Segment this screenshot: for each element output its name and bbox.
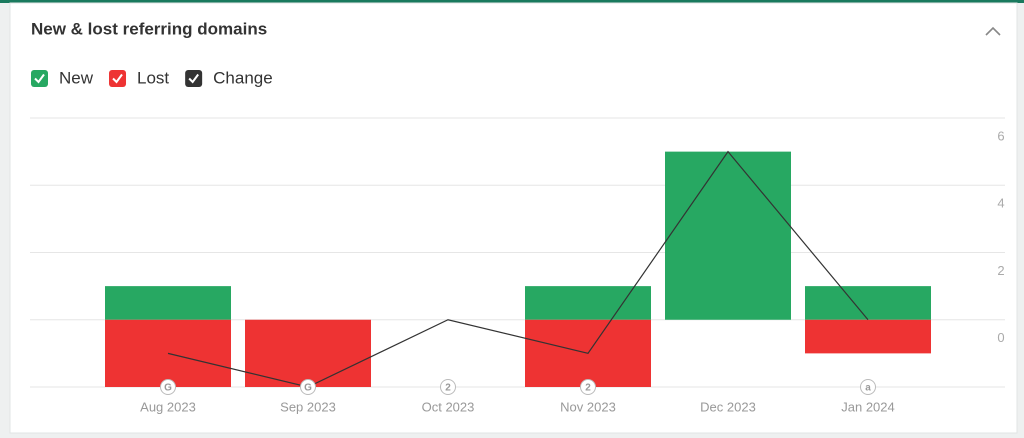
marker-label: G xyxy=(164,383,172,394)
event-marker[interactable]: 2 xyxy=(440,379,456,395)
chart-title: New & lost referring domains xyxy=(31,19,267,38)
check-icon xyxy=(188,73,199,84)
event-marker[interactable]: G xyxy=(300,379,316,395)
event-marker[interactable]: 2 xyxy=(580,379,596,395)
legend: New Lost Change xyxy=(31,68,273,87)
marker-circle xyxy=(160,379,176,395)
event-marker[interactable]: a xyxy=(860,379,876,395)
marker-label: 2 xyxy=(445,383,451,394)
collapse-button[interactable] xyxy=(985,26,1001,36)
x-tick-label: Oct 2023 xyxy=(422,399,475,414)
legend-checkbox xyxy=(109,70,127,87)
check-icon xyxy=(112,73,123,84)
check-icon xyxy=(34,73,45,84)
bar xyxy=(105,286,231,320)
x-tick-label: Aug 2023 xyxy=(140,399,196,414)
legend-item[interactable]: Change xyxy=(185,68,273,87)
x-tick-label: Nov 2023 xyxy=(560,399,616,414)
legend-label: Change xyxy=(213,68,273,87)
marker-circle xyxy=(440,379,456,395)
y-tick-label: 4 xyxy=(997,196,1004,211)
marker-circle xyxy=(860,379,876,395)
legend-label: New xyxy=(59,68,94,87)
x-tick-label: Dec 2023 xyxy=(700,399,756,414)
bar xyxy=(525,286,651,320)
x-tick-label: Jan 2024 xyxy=(841,399,895,414)
bar xyxy=(665,151,791,320)
y-tick-label: 2 xyxy=(997,263,1004,278)
bar xyxy=(805,319,931,354)
marker-label: G xyxy=(304,383,312,394)
marker-circle xyxy=(300,379,316,395)
legend-checkbox xyxy=(185,70,203,87)
marker-circle xyxy=(580,379,596,395)
legend-item[interactable]: Lost xyxy=(109,68,169,87)
event-marker[interactable]: G xyxy=(160,379,176,395)
change-line xyxy=(167,150,869,388)
marker-label: a xyxy=(865,383,871,394)
y-tick-label: 0 xyxy=(997,330,1004,345)
top-bar xyxy=(0,0,1024,3)
legend-checkbox xyxy=(31,70,48,87)
legend-item[interactable]: New xyxy=(31,68,94,87)
x-tick-label: Sep 2023 xyxy=(280,399,336,414)
bar xyxy=(245,319,371,387)
legend-label: Lost xyxy=(137,68,169,87)
bar xyxy=(805,286,931,320)
y-tick-label: 6 xyxy=(997,128,1004,143)
marker-label: 2 xyxy=(585,383,591,394)
